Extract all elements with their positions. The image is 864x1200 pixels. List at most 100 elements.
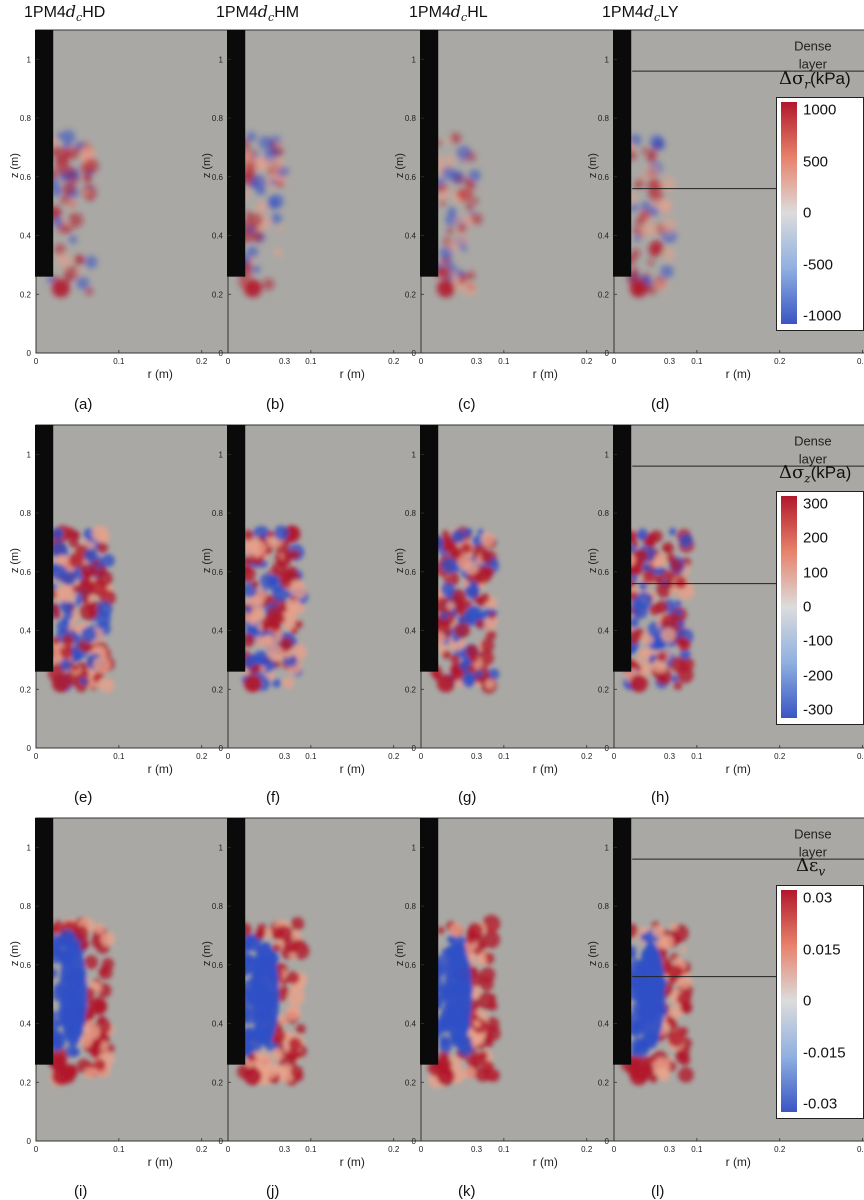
z-tick-label: 0	[605, 1137, 610, 1146]
column-title-ly: 1PM4dcLY	[602, 2, 679, 25]
z-tick-label: 0.4	[20, 1020, 32, 1029]
z-tick-label: 0.8	[405, 509, 417, 518]
stress-field	[622, 527, 695, 693]
colorbar: 1000 500 0 -500 -1000	[776, 97, 864, 331]
colorbar-tick-label: 0	[803, 204, 812, 222]
colorbar-tick-label: 100	[803, 564, 829, 582]
r-tick-label: 0.2	[581, 1145, 593, 1154]
r-axis-label: r (m)	[533, 762, 558, 776]
r-tick-label: 0	[34, 357, 39, 366]
colorbar-tick-label: 500	[803, 153, 829, 170]
r-tick-label: 0	[612, 357, 617, 366]
z-tick-label: 0.2	[212, 1078, 224, 1087]
colorbar-title: Δσr(kPa)	[779, 68, 851, 92]
z-tick-label: 0.4	[20, 627, 32, 636]
subfigure-caption: (e)	[74, 789, 93, 806]
z-tick-label: 0	[27, 349, 32, 358]
r-axis-label: r (m)	[340, 1155, 365, 1169]
r-tick-label: 0.1	[498, 357, 510, 366]
z-tick-label: 0.2	[598, 290, 610, 299]
dense-layer-label: layer	[799, 452, 828, 467]
r-axis-label: r (m)	[340, 367, 365, 381]
z-tick-label: 1	[27, 450, 32, 459]
z-tick-label: 0.2	[405, 1078, 417, 1087]
r-tick-label: 0.2	[196, 357, 208, 366]
r-axis-label: r (m)	[726, 762, 751, 776]
r-tick-label: 0.2	[581, 357, 593, 366]
stress-field	[44, 917, 116, 1087]
z-axis-label: z (m)	[587, 153, 599, 178]
z-axis-label: z (m)	[587, 941, 599, 966]
z-axis-label: z (m)	[9, 548, 21, 573]
z-tick-label: 0.4	[212, 232, 224, 241]
z-axis-label: z (m)	[201, 941, 213, 966]
r-tick-label: 0.2	[581, 752, 593, 761]
colorbar-title: Δσz(kPa)	[779, 462, 852, 486]
r-tick-label: 0.3	[279, 357, 291, 366]
z-tick-label: 0	[605, 744, 610, 753]
colorbar-gradient	[781, 496, 797, 718]
z-tick-label: 1	[412, 450, 417, 459]
z-axis-label: z (m)	[394, 941, 406, 966]
pile	[35, 425, 54, 672]
z-tick-label: 1	[605, 55, 610, 64]
z-tick-label: 0.2	[20, 1078, 32, 1087]
r-tick-label: 0.1	[691, 752, 703, 761]
pile	[227, 818, 246, 1065]
z-tick-label: 0.8	[598, 114, 610, 123]
r-tick-label: 0.1	[305, 1145, 317, 1154]
z-axis-label: z (m)	[394, 548, 406, 573]
pile	[613, 818, 632, 1065]
subfigure-caption: (l)	[651, 1183, 665, 1200]
z-tick-label: 0	[27, 1137, 32, 1146]
stress-field	[427, 914, 501, 1089]
z-tick-label: 0	[219, 1137, 224, 1146]
colorbar: 0.03 0.015 0 -0.015 -0.03	[776, 885, 864, 1119]
subfigure-caption: (g)	[458, 789, 477, 806]
z-tick-label: 0	[219, 744, 224, 753]
dense-layer-label: Dense	[794, 434, 832, 449]
colorbar-tick-label: 1000	[803, 101, 837, 119]
stress-field	[44, 525, 116, 693]
r-tick-label: 0	[34, 752, 39, 761]
z-tick-label: 0	[412, 744, 417, 753]
colorbar-tick-label: 0.03	[803, 889, 833, 907]
r-axis-label: r (m)	[533, 1155, 558, 1169]
colorbar-tick-label: 0	[803, 992, 812, 1010]
z-tick-label: 0.6	[405, 173, 417, 182]
r-tick-label: 0.3	[279, 752, 291, 761]
z-axis-label: z (m)	[9, 153, 21, 178]
r-tick-label: 0.3	[857, 1145, 864, 1154]
r-tick-label: 0.2	[774, 1145, 786, 1154]
z-tick-label: 1	[219, 450, 224, 459]
r-axis-label: r (m)	[340, 762, 365, 776]
z-tick-label: 0.4	[212, 627, 224, 636]
r-axis-label: r (m)	[148, 762, 173, 776]
z-tick-label: 1	[605, 450, 610, 459]
z-tick-label: 0.2	[598, 1078, 610, 1087]
r-tick-label: 0.1	[113, 357, 125, 366]
r-tick-label: 0.1	[691, 1145, 703, 1154]
z-tick-label: 0.6	[405, 961, 417, 970]
z-tick-label: 0.6	[405, 568, 417, 577]
dense-layer-label: Dense	[794, 827, 832, 842]
z-tick-label: 0.4	[598, 232, 610, 241]
r-tick-label: 0	[612, 752, 617, 761]
z-tick-label: 0.8	[405, 114, 417, 123]
colorbar-tick-label: -500	[803, 256, 834, 273]
subfigure-caption: (c)	[458, 396, 476, 413]
subfigure-caption: (a)	[74, 396, 93, 413]
r-tick-label: 0.2	[388, 752, 400, 761]
z-tick-label: 0	[412, 349, 417, 358]
subfigure-caption: (h)	[651, 789, 670, 806]
z-tick-label: 1	[219, 843, 224, 852]
z-tick-label: 0.8	[405, 902, 417, 911]
z-tick-label: 0.4	[405, 1020, 417, 1029]
z-tick-label: 0.4	[598, 1020, 610, 1029]
pile	[613, 30, 632, 277]
z-axis-label: z (m)	[201, 548, 213, 573]
pile	[35, 30, 54, 277]
z-tick-label: 0.4	[212, 1020, 224, 1029]
r-tick-label: 0.2	[196, 752, 208, 761]
pile	[613, 425, 632, 672]
